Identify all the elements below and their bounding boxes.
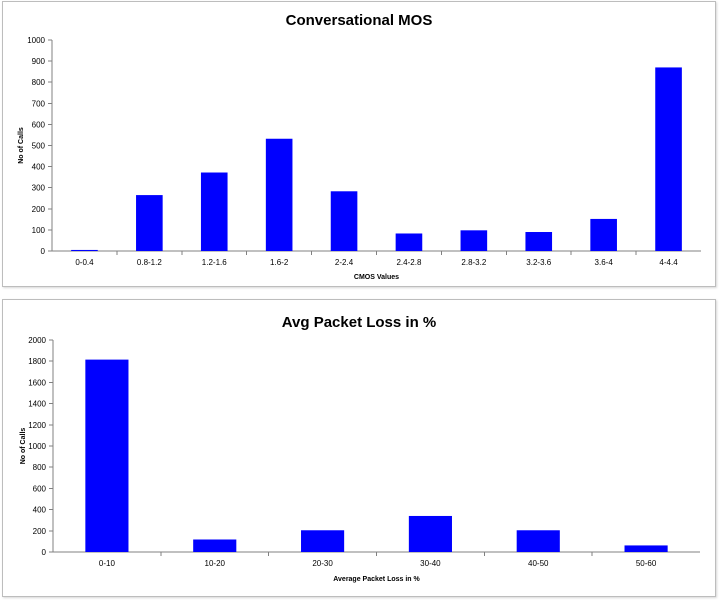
bar-0-10: [85, 359, 129, 552]
y-tick-label: 1600: [28, 378, 46, 387]
y-tick-label: 600: [33, 484, 47, 493]
y-tick-label: 200: [32, 205, 46, 214]
bar-30-40: [408, 515, 452, 552]
y-tick-label: 800: [32, 78, 46, 87]
bar-0.8-1.2: [136, 195, 163, 251]
y-tick-label: 400: [32, 163, 46, 172]
y-tick-label: 2000: [28, 336, 46, 345]
conversational-mos-chart: Conversational MOS No of Calls CMOS Valu…: [18, 12, 701, 281]
bar-2-2.4: [330, 191, 358, 251]
chart-panel-conversational-mos: Conversational MOS No of Calls CMOS Valu…: [2, 1, 716, 287]
x-tick-label: 3.2-3.6: [526, 258, 551, 267]
x-tick-label: 30-40: [420, 559, 441, 568]
x-tick-label: 2.4-2.8: [396, 258, 421, 267]
x-tick-label: 4-4.4: [659, 258, 678, 267]
y-tick-label: 900: [32, 57, 46, 66]
y-axis-label: No of Calls: [18, 127, 25, 164]
x-axis-label: Average Packet Loss in %: [333, 576, 420, 583]
x-tick-label: 10-20: [205, 559, 226, 568]
y-tick-label: 1400: [28, 400, 46, 409]
x-axis-label: CMOS Values: [354, 274, 399, 281]
y-tick-label: 1000: [28, 442, 46, 451]
bar-2.8-3.2: [460, 230, 488, 251]
y-tick-label: 0: [41, 247, 46, 256]
y-tick-label: 1800: [28, 357, 46, 366]
x-tick-label: 0.8-1.2: [137, 258, 162, 267]
bar-2.4-2.8: [395, 233, 423, 251]
y-tick-label: 1000: [27, 36, 45, 45]
bar-3.6-4: [590, 218, 617, 251]
x-tick-label: 1.6-2: [270, 258, 289, 267]
y-tick-label: 0: [42, 548, 47, 557]
avg-packet-loss-chart: Avg Packet Loss in % No of Calls Average…: [20, 314, 700, 583]
x-tick-label: 0-10: [99, 559, 116, 568]
bar-3.2-3.6: [525, 232, 553, 251]
y-tick-label: 800: [33, 463, 47, 472]
y-tick-label: 200: [33, 527, 47, 536]
x-tick-label: 2.8-3.2: [461, 258, 486, 267]
bar-1.2-1.6: [200, 172, 228, 251]
x-tick-label: 1.2-1.6: [202, 258, 227, 267]
y-tick-label: 500: [32, 142, 46, 151]
bar-4-4.4: [655, 67, 682, 252]
x-tick-label: 2-2.4: [335, 258, 354, 267]
y-tick-label: 100: [32, 226, 46, 235]
x-tick-label: 20-30: [312, 559, 333, 568]
bar-50-60: [624, 545, 668, 552]
chart-panel-avg-packet-loss: Avg Packet Loss in % No of Calls Average…: [2, 299, 716, 597]
y-axis-label: No of Calls: [20, 428, 27, 465]
y-tick-label: 600: [32, 120, 46, 129]
bar-20-30: [301, 530, 345, 552]
bar-1.6-2: [265, 138, 293, 251]
bar-10-20: [193, 539, 237, 552]
y-tick-label: 700: [32, 99, 46, 108]
bar-0-0.4: [71, 249, 98, 251]
bar-40-50: [516, 530, 560, 552]
x-tick-label: 3.6-4: [595, 258, 614, 267]
chart-title: Avg Packet Loss in %: [282, 314, 437, 331]
y-tick-label: 1200: [28, 421, 46, 430]
x-tick-label: 50-60: [636, 559, 657, 568]
chart-title: Conversational MOS: [286, 12, 433, 29]
x-tick-label: 0-0.4: [75, 258, 94, 267]
y-tick-label: 400: [33, 506, 47, 515]
x-tick-label: 40-50: [528, 559, 549, 568]
y-tick-label: 300: [32, 184, 46, 193]
